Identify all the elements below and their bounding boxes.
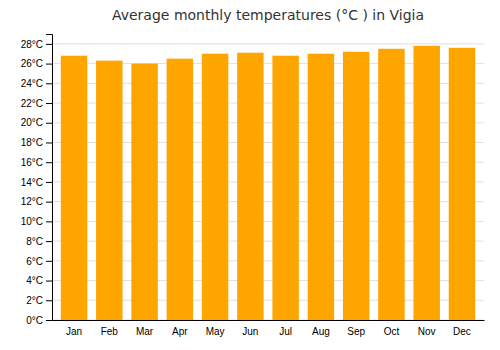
- x-tick: Jul: [279, 326, 292, 337]
- grid-line: [52, 43, 484, 44]
- y-tick-label: 4°C: [26, 275, 43, 286]
- bar: [202, 54, 228, 320]
- x-tick-label: Feb: [101, 326, 119, 337]
- y-tick-label: 18°C: [21, 137, 43, 148]
- y-tick-label: 14°C: [21, 177, 43, 188]
- y-tick-mark: [46, 281, 52, 282]
- bar: [131, 64, 157, 320]
- grid: [52, 44, 484, 320]
- y-tick-label: 16°C: [21, 157, 43, 168]
- x-tick-label: Oct: [384, 326, 400, 337]
- bar: [378, 49, 404, 320]
- y-tick-mark: [46, 83, 52, 84]
- y-tick-mark: [46, 64, 52, 65]
- x-tick-label: Aug: [312, 326, 330, 337]
- bar: [61, 56, 87, 320]
- y-tick-mark: [46, 241, 52, 242]
- y-tick: 24°C: [21, 78, 52, 89]
- x-tick-label: May: [206, 326, 225, 337]
- y-tick-label: 6°C: [26, 256, 43, 267]
- y-tick-mark: [46, 261, 52, 262]
- bar: [272, 56, 298, 320]
- chart: 0°C 2°C 4°C 6°C 8°C 10°C 12°C 14°C 16°C 18°C 20°C 2…: [0, 0, 500, 350]
- bar: [96, 61, 122, 320]
- y-tick: 22°C: [21, 98, 52, 109]
- y-tick: 4°C: [26, 275, 52, 286]
- x-tick-label: Dec: [453, 326, 471, 337]
- y-tick: 12°C: [21, 196, 52, 207]
- y-tick: 6°C: [26, 256, 52, 267]
- y-tick-mark: [46, 162, 52, 163]
- bar: [413, 46, 439, 320]
- title: Average monthly temperatures (°C ) in Vi…: [112, 7, 424, 23]
- bar: [167, 59, 193, 320]
- x-tick-label: Jun: [242, 326, 258, 337]
- y-tick-mark: [46, 320, 52, 321]
- y-tick: 8°C: [26, 236, 52, 247]
- y-axis-line: [46, 35, 53, 321]
- x-tick: Dec: [453, 326, 471, 337]
- x-tick-label: Apr: [172, 326, 188, 337]
- y-tick-mark: [46, 182, 52, 183]
- plot-area: 0°C 2°C 4°C 6°C 8°C 10°C 12°C 14°C 16°C 18°C 20°C 2…: [21, 35, 485, 338]
- y-tick-label: 22°C: [21, 98, 43, 109]
- bar: [449, 48, 475, 320]
- bar: [308, 54, 334, 320]
- y-tick: 16°C: [21, 157, 52, 168]
- y-tick-label: 8°C: [26, 236, 43, 247]
- x-axis-line: [53, 320, 485, 321]
- y-tick: 2°C: [26, 295, 52, 306]
- y-tick-mark: [46, 300, 52, 301]
- y-axis: 0°C 2°C 4°C 6°C 8°C 10°C 12°C 14°C 16°C 18°C 20°C 2…: [21, 35, 53, 326]
- y-tick: 18°C: [21, 137, 52, 148]
- x-tick: Nov: [418, 326, 436, 337]
- y-tick-label: 24°C: [21, 78, 43, 89]
- y-tick-mark: [46, 142, 52, 143]
- y-tick-mark: [46, 103, 52, 104]
- bars: [61, 46, 475, 320]
- x-tick: Aug: [312, 326, 330, 337]
- y-tick-label: 10°C: [21, 216, 43, 227]
- x-tick: May: [206, 326, 225, 337]
- y-tick-label: 20°C: [21, 117, 43, 128]
- bar: [237, 53, 263, 320]
- y-tick: 26°C: [21, 58, 52, 69]
- x-tick: Oct: [384, 326, 400, 337]
- y-tick: 28°C: [21, 39, 52, 50]
- y-tick: 10°C: [21, 216, 52, 227]
- x-tick: Jun: [242, 326, 258, 337]
- y-tick-mark: [46, 44, 52, 45]
- x-tick: Mar: [136, 326, 154, 337]
- y-tick-label: 26°C: [21, 58, 43, 69]
- x-tick: Feb: [101, 326, 119, 337]
- y-tick: 14°C: [21, 177, 52, 188]
- y-tick-label: 28°C: [21, 39, 43, 50]
- x-axis: Jan Feb Mar Apr May Jun Jul Aug Sep Oct Nov Dec: [53, 321, 485, 338]
- y-tick-mark: [46, 123, 52, 124]
- x-tick-label: Mar: [136, 326, 154, 337]
- x-tick-label: Sep: [347, 326, 365, 337]
- y-tick: 0°C: [26, 315, 52, 326]
- y-tick-label: 0°C: [26, 315, 43, 326]
- x-tick: Apr: [172, 326, 188, 337]
- x-tick: Sep: [347, 326, 365, 337]
- y-tick-label: 12°C: [21, 196, 43, 207]
- y-tick: 20°C: [21, 117, 52, 128]
- x-tick: Jan: [66, 326, 82, 337]
- x-tick-label: Jul: [279, 326, 292, 337]
- y-tick-label: 2°C: [26, 295, 43, 306]
- y-tick-mark: [46, 221, 52, 222]
- y-tick-mark: [46, 202, 52, 203]
- bar: [343, 52, 369, 320]
- x-tick-label: Jan: [66, 326, 82, 337]
- x-tick-label: Nov: [418, 326, 436, 337]
